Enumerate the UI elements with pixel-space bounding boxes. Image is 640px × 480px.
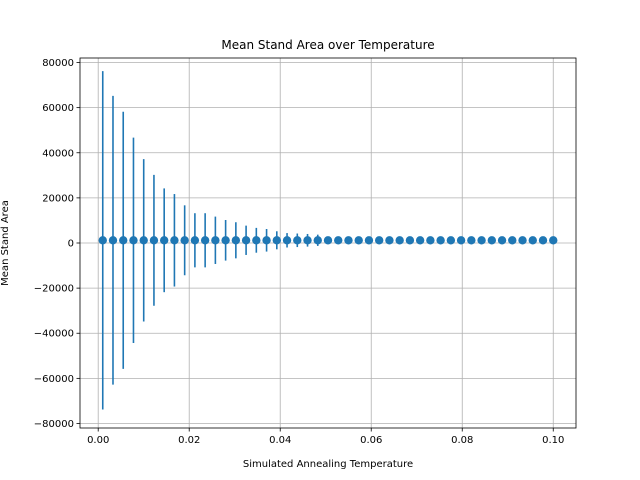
data-point <box>262 236 271 245</box>
data-point <box>170 236 179 245</box>
data-point <box>415 236 425 245</box>
y-tick-label: 80000 <box>42 58 74 69</box>
data-points <box>98 236 558 245</box>
data-point <box>272 236 282 245</box>
data-point <box>323 236 333 245</box>
x-tick-label: 0.02 <box>178 435 200 446</box>
y-tick-label: −40000 <box>34 329 74 340</box>
y-tick-label: −80000 <box>34 419 74 430</box>
data-point <box>190 236 200 245</box>
data-point <box>231 236 241 245</box>
x-tick-label: 0.08 <box>451 435 473 446</box>
x-axis-ticks: 0.00 0.02 0.04 0.06 0.08 0.10 <box>87 428 564 446</box>
data-point <box>334 236 343 245</box>
data-point <box>159 236 169 245</box>
data-point <box>508 236 517 245</box>
data-point <box>282 236 292 245</box>
data-point <box>538 236 548 245</box>
data-point <box>405 236 415 245</box>
data-point <box>139 236 148 245</box>
data-point <box>252 236 261 245</box>
chart-title: Mean Stand Area over Temperature <box>221 38 434 52</box>
y-tick-label: 0 <box>68 239 74 250</box>
x-tick-label: 0.06 <box>360 435 382 446</box>
data-point <box>129 236 138 245</box>
data-point <box>426 236 435 245</box>
y-tick-label: 60000 <box>42 103 74 114</box>
data-point <box>200 236 210 245</box>
y-tick-label: −60000 <box>34 374 74 385</box>
data-point <box>149 236 159 245</box>
data-point <box>241 236 251 245</box>
data-point <box>119 236 128 245</box>
data-point <box>487 236 497 245</box>
data-point <box>221 236 230 245</box>
data-point <box>344 236 353 245</box>
x-tick-label: 0.04 <box>269 435 291 446</box>
data-point <box>549 236 558 245</box>
data-point <box>467 236 476 245</box>
data-point <box>477 236 486 245</box>
data-point <box>293 236 302 245</box>
x-tick-label: 0.00 <box>87 435 109 446</box>
data-point <box>354 236 363 245</box>
data-point <box>385 236 394 245</box>
data-point <box>211 236 220 245</box>
data-point <box>456 236 466 245</box>
data-point <box>497 236 507 245</box>
data-point <box>108 236 118 245</box>
x-axis-label: Simulated Annealing Temperature <box>243 459 413 470</box>
data-point <box>446 236 456 245</box>
y-tick-label: 20000 <box>42 193 74 204</box>
data-point <box>518 236 527 245</box>
data-point <box>313 236 322 245</box>
y-tick-label: −20000 <box>34 284 74 295</box>
data-point <box>180 236 189 245</box>
data-point <box>436 236 445 245</box>
data-point <box>303 236 312 245</box>
data-point <box>528 236 537 245</box>
y-axis-label: Mean Stand Area <box>0 200 11 286</box>
data-point <box>364 236 374 245</box>
data-point <box>374 236 384 245</box>
data-point <box>98 236 107 245</box>
x-tick-label: 0.10 <box>542 435 564 446</box>
y-tick-label: 40000 <box>42 148 74 159</box>
y-axis-ticks: −80000 −60000 −40000 −20000 0 20000 40000 60000… <box>34 58 80 430</box>
data-point <box>395 236 404 245</box>
